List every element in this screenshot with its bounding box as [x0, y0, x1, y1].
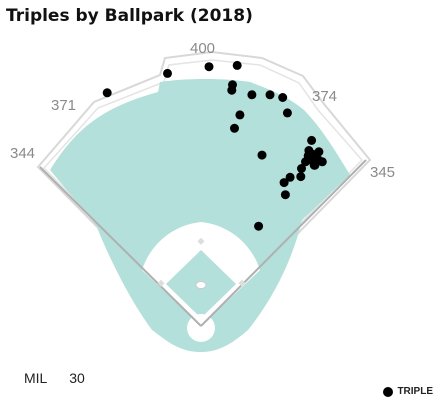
- triple-point-1: [102, 88, 112, 98]
- distance-marker-left-line: 344: [10, 145, 35, 162]
- triple-point-14: [307, 135, 317, 145]
- triple-point-23: [301, 157, 310, 167]
- triple-point-4: [232, 60, 242, 70]
- triple-point-21: [317, 157, 327, 167]
- triple-point-29: [254, 221, 264, 231]
- triple-point-9: [278, 93, 288, 102]
- triple-point-2: [163, 68, 172, 78]
- distance-marker-left-center: 371: [51, 97, 76, 114]
- left-foul-line: [39, 166, 202, 327]
- triple-point-24: [297, 164, 306, 173]
- home-plate-area: [187, 314, 215, 342]
- outfield-grass: [50, 79, 350, 352]
- triple-point-30: [310, 160, 320, 170]
- triple-points: [102, 60, 327, 231]
- triple-point-3: [204, 62, 214, 72]
- distance-marker-right-center: 374: [312, 88, 337, 105]
- legend-label: TRIPLE: [397, 386, 433, 397]
- legend: TRIPLE: [383, 386, 433, 397]
- triple-point-25: [296, 172, 306, 182]
- triple-point-12: [230, 123, 239, 133]
- second-base: [197, 237, 205, 245]
- first-base: [238, 279, 246, 287]
- team-summary: MIL 30: [24, 370, 85, 386]
- chart-title: Triples by Ballpark (2018): [6, 6, 253, 26]
- third-base: [157, 279, 165, 287]
- triple-point-11: [235, 110, 245, 120]
- triple-point-28: [280, 190, 290, 200]
- team-triple-count: 30: [69, 370, 85, 386]
- triple-point-6: [227, 85, 237, 95]
- triple-point-13: [257, 150, 267, 160]
- triple-point-26: [285, 172, 295, 182]
- pitcher-mound: [195, 281, 207, 289]
- triple-point-10: [282, 108, 292, 118]
- distance-marker-center: 400: [190, 40, 215, 57]
- team-abbr: MIL: [24, 370, 48, 386]
- triple-point-18: [314, 147, 324, 157]
- triple-point-7: [247, 90, 257, 100]
- legend-marker: [383, 386, 394, 397]
- triple-point-27: [279, 178, 289, 188]
- right-foul-line: [200, 159, 367, 327]
- distance-marker-right-line: 345: [370, 164, 395, 181]
- triple-point-8: [265, 90, 275, 100]
